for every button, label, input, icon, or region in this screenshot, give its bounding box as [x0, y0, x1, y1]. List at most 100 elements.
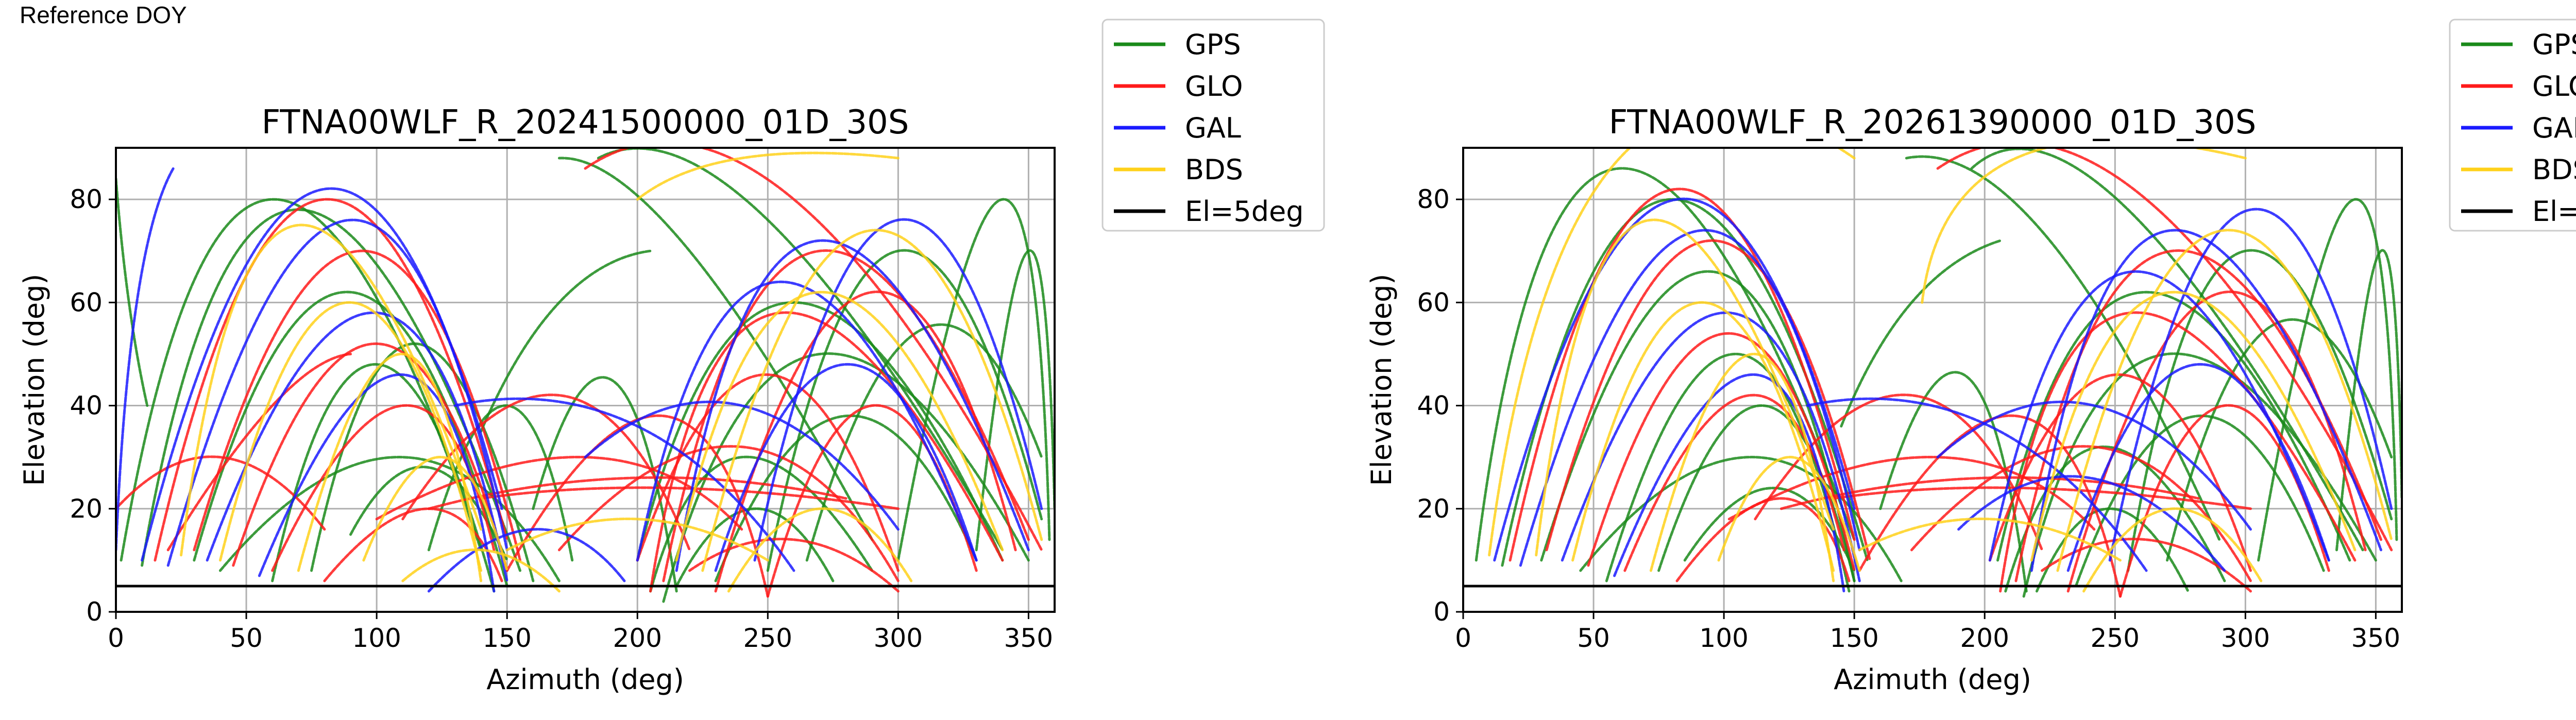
x-tick-label: 100	[352, 623, 401, 653]
y-tick-label: 40	[1417, 391, 1450, 421]
track-gps	[1540, 270, 1856, 582]
x-axis-label: Azimuth (deg)	[1834, 663, 2031, 696]
track-glo	[1988, 373, 2252, 572]
track-gps	[2335, 249, 2402, 552]
x-tick-label: 250	[743, 623, 792, 653]
track-glo	[1832, 486, 2252, 510]
track-glo	[1675, 497, 1851, 582]
legend-label: GAL	[1185, 112, 1241, 144]
track-gps	[116, 177, 149, 407]
track-gps	[120, 198, 483, 562]
y-axis-label: Elevation (deg)	[1365, 274, 1398, 486]
track-gps	[480, 249, 652, 433]
grid-lines	[115, 148, 1055, 613]
track-bds	[1858, 517, 2122, 562]
track-bds	[675, 290, 1004, 562]
y-tick-label: 0	[1433, 597, 1450, 627]
track-gal	[1936, 401, 2252, 531]
track-bds	[636, 151, 900, 201]
track-bds	[1535, 218, 1835, 557]
track-gps	[649, 455, 874, 593]
x-tick-label: 50	[1577, 623, 1610, 653]
y-axis-label: Elevation (deg)	[18, 274, 50, 486]
x-tick-label: 0	[1455, 623, 1471, 653]
chart-title: FTNA00WLF_R_20241500000_01D_30S	[262, 104, 909, 142]
chart-left: 0 50 100 150 200 250 300 350 0 20 40 60 80 Azimuth (d…	[18, 19, 1325, 696]
x-tick-label: 0	[108, 623, 124, 653]
y-tick-label: 20	[70, 494, 103, 524]
x-tick-label: 150	[1829, 623, 1878, 653]
track-gal	[427, 528, 626, 593]
plot-frame	[1462, 147, 2403, 613]
track-bds	[505, 517, 769, 562]
track-bds	[2056, 229, 2393, 572]
legend-label: GPS	[1185, 28, 1241, 61]
track-gps	[2035, 507, 2190, 593]
legend-label: GLO	[2532, 70, 2576, 102]
x-tick-label: 300	[2221, 623, 2270, 653]
chart-title: FTNA00WLF_R_20261390000_01D_30S	[1609, 104, 2257, 142]
legend-label: GAL	[2532, 112, 2576, 144]
track-glo	[1509, 187, 1856, 562]
track-gal	[2108, 208, 2393, 562]
x-tick-label: 200	[613, 623, 662, 653]
track-gps	[714, 414, 978, 582]
track-glo	[401, 393, 691, 552]
series-bds	[1488, 148, 2393, 593]
x-axis-label: Azimuth (deg)	[486, 663, 684, 696]
track-bds	[701, 229, 1043, 572]
track-glo	[584, 148, 1043, 552]
x-tick-label: 50	[230, 623, 263, 653]
track-gal	[258, 373, 496, 593]
track-gal	[584, 401, 900, 531]
y-tick-label: 80	[1417, 184, 1450, 214]
series-glo	[116, 148, 1043, 598]
legend: GPS GLO GAL BDS El=5deg	[1101, 19, 1325, 232]
track-gps	[2127, 249, 2393, 572]
series-gps	[1475, 148, 2402, 598]
track-bds	[1488, 148, 1856, 557]
track-gps	[766, 249, 1043, 572]
x-tick-label: 300	[874, 623, 923, 653]
series-bds	[180, 151, 1043, 593]
legend-label: GLO	[1185, 70, 1243, 102]
x-tick-label: 200	[1960, 623, 2009, 653]
x-tick-label: 350	[1004, 623, 1053, 653]
plot-area	[116, 148, 1055, 603]
track-glo	[480, 486, 900, 510]
track-gps	[1840, 239, 2002, 428]
track-gal	[2066, 363, 2330, 572]
track-gps	[975, 249, 1055, 552]
y-tick-label: 20	[1417, 494, 1450, 524]
track-gal	[1493, 197, 1856, 562]
track-gal	[453, 397, 795, 572]
x-tick-label: 150	[482, 623, 531, 653]
y-tick-label: 40	[70, 391, 103, 421]
track-gal	[1988, 270, 2330, 562]
track-glo	[505, 414, 769, 598]
track-gal	[166, 218, 509, 567]
chart-right: 0 50 100 150 200 250 300 350 0 20 40 60 80 Azimuth (d…	[1365, 19, 2576, 696]
legend-label: GPS	[2532, 28, 2576, 61]
track-gal	[714, 363, 978, 572]
track-bds	[218, 301, 483, 572]
y-tick-label: 60	[1417, 287, 1450, 317]
track-glo	[1936, 148, 2393, 552]
legend-label: El=5deg	[2532, 195, 2576, 228]
track-gps	[1579, 456, 1903, 582]
track-bds	[1717, 456, 1861, 572]
reference-doy-label: Reference DOY	[20, 2, 187, 28]
track-gps	[271, 363, 496, 593]
x-tick-label: 350	[2351, 623, 2400, 653]
track-glo	[1754, 393, 2044, 552]
track-gps	[636, 301, 1004, 562]
track-gal	[2030, 229, 2383, 572]
legend-label: El=5deg	[1185, 195, 1304, 228]
legend-label: BDS	[2532, 153, 2576, 186]
y-tick-label: 0	[86, 597, 103, 627]
track-bds	[401, 548, 561, 593]
legend-box	[1101, 19, 1325, 232]
x-tick-label: 100	[1699, 623, 1748, 653]
track-gal	[1957, 475, 2226, 572]
track-bds	[1571, 301, 1835, 572]
